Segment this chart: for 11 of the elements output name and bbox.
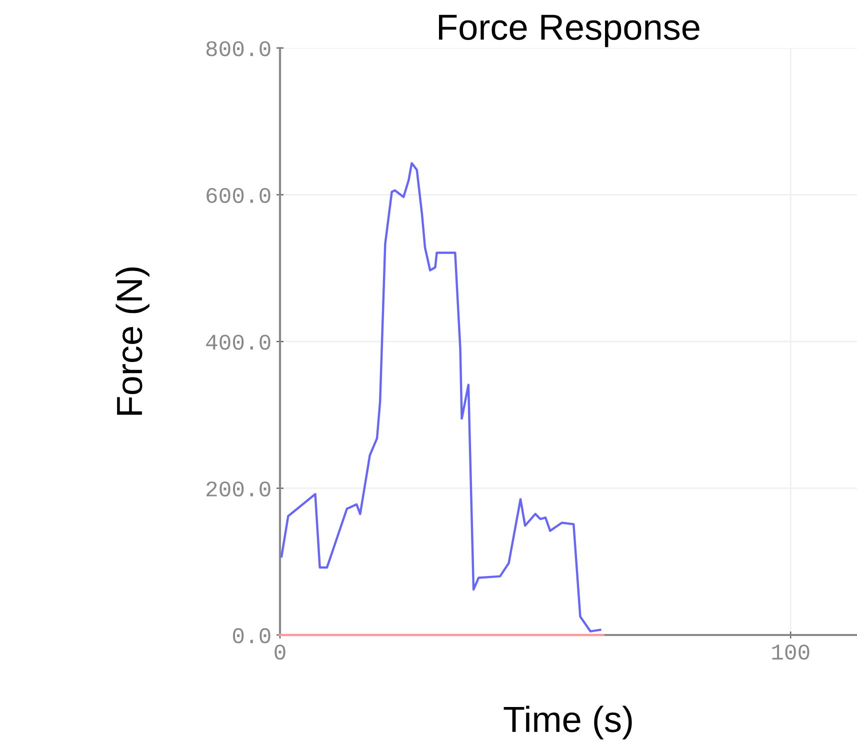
y-tick-label: 800.0 <box>206 41 270 56</box>
y-tick-label: 200.0 <box>206 481 270 497</box>
x-tick-label: 100 <box>772 644 810 660</box>
x-tick-label: 0 <box>274 644 286 660</box>
x-axis-title: Time (s) <box>504 706 632 740</box>
line-series <box>280 162 602 632</box>
y-tick-label: 400.0 <box>206 334 270 350</box>
y-tick-label: 600.0 <box>206 188 270 204</box>
y-axis-title: Force (N) <box>116 268 150 415</box>
chart-title: Force Response <box>439 14 700 48</box>
y-tick-label: 0.0 <box>233 628 270 644</box>
